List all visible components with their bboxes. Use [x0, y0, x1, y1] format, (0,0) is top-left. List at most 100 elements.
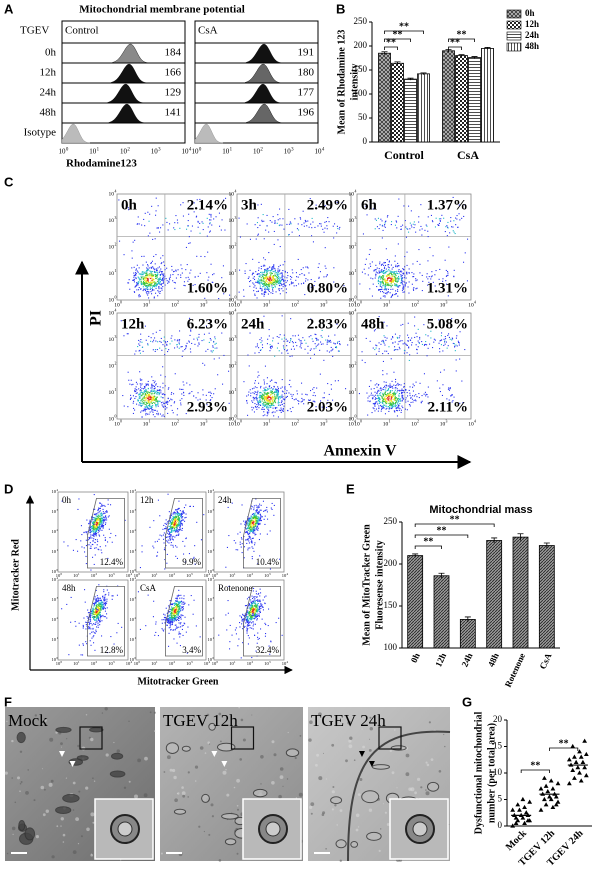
event-dot: [108, 528, 110, 530]
event-dot: [387, 399, 389, 401]
event-dot: [442, 280, 444, 282]
event-dot: [247, 538, 249, 540]
log-tick-base: 10: [229, 297, 235, 303]
event-dot: [271, 268, 273, 270]
event-dot: [415, 381, 417, 383]
event-dot: [260, 265, 262, 267]
event-dot: [251, 530, 253, 532]
event-dot: [274, 281, 276, 283]
event-dot: [274, 391, 276, 393]
event-dot: [262, 394, 264, 396]
event-dot: [382, 393, 384, 395]
event-dot: [256, 519, 258, 521]
event-dot: [181, 511, 183, 513]
event-dot: [258, 539, 260, 541]
event-dot: [244, 522, 246, 524]
event-dot: [310, 390, 312, 392]
log-tick-base: 10: [468, 302, 474, 308]
event-dot: [190, 269, 192, 271]
event-dot: [396, 285, 398, 287]
event-dot: [385, 405, 387, 407]
event-dot: [257, 519, 259, 521]
event-dot: [440, 344, 442, 346]
event-dot: [445, 338, 447, 340]
event-dot: [409, 354, 411, 356]
event-dot: [327, 217, 329, 219]
event-dot: [164, 345, 166, 347]
event-dot: [160, 257, 162, 259]
event-dot: [140, 279, 142, 281]
event-dot: [166, 344, 168, 346]
log-tick-base: 10: [109, 337, 115, 343]
significance-label: **: [450, 37, 460, 48]
event-dot: [402, 398, 404, 400]
event-dot: [387, 398, 389, 400]
event-dot: [269, 405, 271, 407]
event-dot: [171, 269, 173, 271]
event-dot: [416, 396, 418, 398]
event-dot: [200, 255, 202, 257]
event-dot: [209, 395, 211, 397]
event-dot: [382, 271, 384, 273]
event-dot: [444, 336, 446, 338]
event-dot: [249, 520, 251, 522]
event-dot: [361, 359, 363, 361]
event-dot: [397, 243, 399, 245]
event-dot: [144, 394, 146, 396]
event-dot: [147, 395, 149, 397]
event-dot: [173, 527, 175, 529]
event-dot: [302, 337, 304, 339]
event-dot: [408, 205, 410, 207]
event-dot: [208, 391, 210, 393]
event-dot: [240, 523, 242, 525]
event-dot: [164, 405, 166, 407]
event-dot: [259, 283, 261, 285]
event-dot: [332, 355, 334, 357]
event-dot: [264, 393, 266, 395]
event-dot: [176, 557, 178, 559]
event-dot: [173, 521, 175, 523]
event-dot: [172, 524, 174, 526]
event-dot: [144, 406, 146, 408]
event-dot: [386, 283, 388, 285]
event-dot: [280, 282, 282, 284]
event-dot: [185, 346, 187, 348]
event-dot: [126, 333, 128, 335]
event-dot: [253, 529, 255, 531]
event-dot: [258, 282, 260, 284]
event-dot: [148, 413, 150, 415]
event-dot: [93, 538, 95, 540]
event-dot: [203, 514, 205, 516]
event-dot: [425, 393, 427, 395]
event-dot: [390, 281, 392, 283]
event-dot: [139, 383, 141, 385]
event-dot: [276, 394, 278, 396]
event-dot: [390, 279, 392, 281]
event-dot: [378, 278, 380, 280]
event-dot: [256, 508, 258, 510]
event-dot: [150, 387, 152, 389]
event-dot: [300, 347, 302, 349]
event-dot: [433, 341, 435, 343]
event-dot: [141, 255, 143, 257]
event-dot: [274, 222, 276, 224]
event-dot: [381, 286, 383, 288]
event-dot: [387, 275, 389, 277]
event-dot: [197, 275, 199, 277]
time-label: 3h: [241, 197, 258, 213]
event-dot: [419, 263, 421, 265]
event-dot: [156, 390, 158, 392]
event-dot: [134, 389, 136, 391]
event-dot: [88, 544, 90, 546]
event-dot: [169, 223, 171, 225]
data-point: [548, 796, 554, 802]
event-dot: [395, 401, 397, 403]
event-dot: [164, 376, 166, 378]
event-dot: [181, 517, 183, 519]
event-dot: [378, 272, 380, 274]
event-dot: [395, 405, 397, 407]
event-dot: [144, 225, 146, 227]
event-dot: [401, 278, 403, 280]
event-dot: [147, 268, 149, 270]
